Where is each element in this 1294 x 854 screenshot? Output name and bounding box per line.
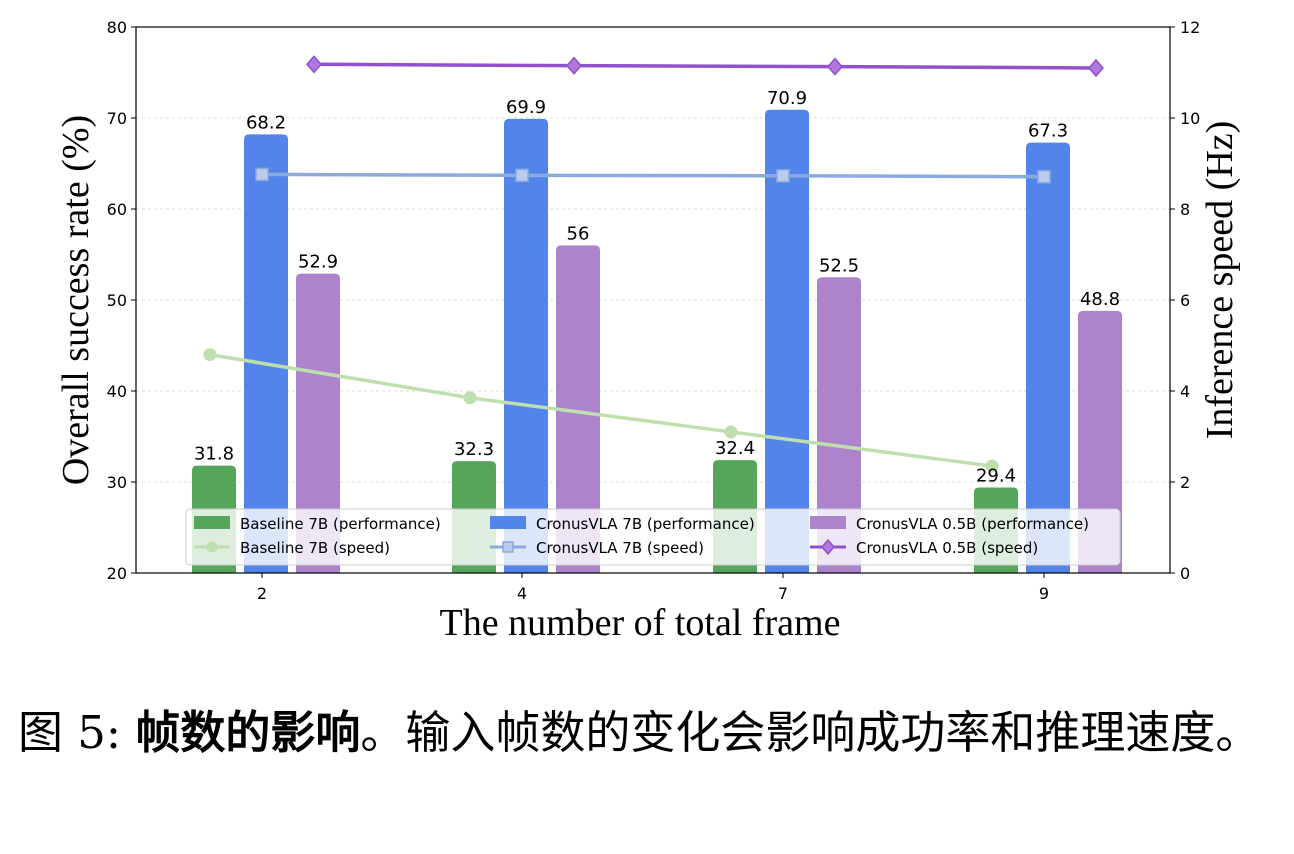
bar-value-label: 52.9 bbox=[298, 252, 338, 273]
speed-point bbox=[776, 169, 790, 183]
legend: Baseline 7B (performance) CronusVLA 7B (p… bbox=[185, 508, 1121, 566]
legend-label: CronusVLA 7B (performance) bbox=[536, 515, 755, 533]
left-tick-label: 50 bbox=[107, 291, 127, 310]
speed-point bbox=[306, 55, 322, 74]
legend-label: Baseline 7B (speed) bbox=[240, 539, 390, 557]
speed-point bbox=[566, 56, 582, 75]
legend-box bbox=[185, 508, 1121, 566]
right-y-axis-title: Inference speed (Hz) bbox=[1199, 121, 1241, 440]
right-tick-label: 6 bbox=[1180, 291, 1190, 310]
x-axis-title: The number of total frame bbox=[440, 602, 841, 644]
legend-label: CronusVLA 7B (speed) bbox=[536, 539, 704, 557]
left-tick-label: 30 bbox=[107, 473, 127, 492]
speed-point bbox=[1037, 169, 1051, 184]
bar-value-label: 32.3 bbox=[454, 439, 494, 460]
bar-value-label: 31.8 bbox=[194, 444, 234, 465]
speed-point bbox=[985, 459, 999, 473]
legend-swatch bbox=[810, 516, 846, 529]
bar-value-label: 32.4 bbox=[715, 438, 755, 459]
bar bbox=[1026, 142, 1070, 573]
bar bbox=[296, 273, 340, 573]
caption-text: 。输入帧数的变化会影响成功率和推理速度。 bbox=[360, 706, 1261, 759]
figure-caption: 图 5: 帧数的影响。输入帧数的变化会影响成功率和推理速度。 bbox=[18, 700, 1288, 766]
axes: 20 30 40 50 60 70 80 0 2 4 6 8 10 12 2 4 7 9 bbox=[107, 18, 1201, 603]
bar-value-label: 67.3 bbox=[1028, 121, 1068, 142]
bar-value-label: 70.9 bbox=[767, 88, 807, 109]
legend-swatch bbox=[194, 516, 230, 529]
chart: 31.8 32.3 32.4 29.4 68.2 69.9 70.9 67.3 52.9 56 52… bbox=[55, 18, 1241, 644]
speed-line bbox=[313, 62, 1097, 70]
left-tick-label: 80 bbox=[107, 18, 127, 37]
right-tick-label: 2 bbox=[1180, 473, 1190, 492]
left-tick-label: 70 bbox=[107, 109, 127, 128]
bar bbox=[1078, 310, 1122, 573]
right-tick-label: 4 bbox=[1180, 382, 1190, 401]
left-tick-label: 20 bbox=[107, 564, 127, 583]
legend-label: CronusVLA 0.5B (speed) bbox=[856, 539, 1038, 557]
bar-value-label: 48.8 bbox=[1080, 289, 1120, 310]
speed-point bbox=[515, 168, 529, 183]
legend-marker bbox=[502, 541, 514, 553]
left-tick-label: 40 bbox=[107, 382, 127, 401]
speed-lines bbox=[203, 55, 1104, 473]
speed-point bbox=[1088, 58, 1104, 78]
gridlines bbox=[136, 117, 1170, 483]
left-tick-label: 60 bbox=[107, 200, 127, 219]
x-tick-label: 7 bbox=[778, 584, 788, 603]
x-tick-label: 4 bbox=[517, 584, 527, 603]
legend-marker bbox=[206, 541, 218, 553]
left-y-axis-title: Overall success rate (%) bbox=[55, 115, 97, 485]
bar bbox=[556, 245, 600, 573]
x-tick-label: 9 bbox=[1039, 584, 1049, 603]
bar bbox=[244, 134, 288, 573]
caption-bold-title: 帧数的影响 bbox=[135, 706, 361, 759]
speed-point bbox=[203, 348, 217, 362]
x-tick-label: 2 bbox=[257, 584, 267, 603]
legend-marker bbox=[821, 538, 835, 556]
caption-figure-label: 图 5: bbox=[18, 706, 136, 759]
legend-swatch bbox=[490, 516, 526, 529]
right-tick-label: 0 bbox=[1180, 564, 1190, 583]
bars bbox=[192, 109, 1122, 573]
bar bbox=[765, 109, 809, 573]
bar-value-label: 56 bbox=[567, 223, 590, 244]
bar-value-label: 29.4 bbox=[976, 465, 1016, 486]
speed-point bbox=[724, 425, 738, 439]
right-tick-label: 10 bbox=[1180, 109, 1200, 128]
speed-point bbox=[255, 167, 269, 182]
bar-value-label: 52.5 bbox=[819, 255, 859, 276]
speed-point bbox=[463, 391, 477, 405]
data-labels: 31.8 32.3 32.4 29.4 68.2 69.9 70.9 67.3 52.9 56 52… bbox=[194, 88, 1120, 487]
speed-line bbox=[261, 172, 1045, 179]
right-tick-label: 8 bbox=[1180, 200, 1190, 219]
bar bbox=[504, 118, 548, 573]
speed-line bbox=[209, 352, 993, 468]
speed-point bbox=[827, 57, 843, 76]
right-tick-label: 12 bbox=[1180, 18, 1200, 37]
bar bbox=[817, 277, 861, 573]
legend-label: Baseline 7B (performance) bbox=[240, 515, 441, 533]
bar-value-label: 68.2 bbox=[246, 112, 286, 133]
legend-label: CronusVLA 0.5B (performance) bbox=[856, 515, 1089, 533]
bar-value-label: 69.9 bbox=[506, 97, 546, 118]
